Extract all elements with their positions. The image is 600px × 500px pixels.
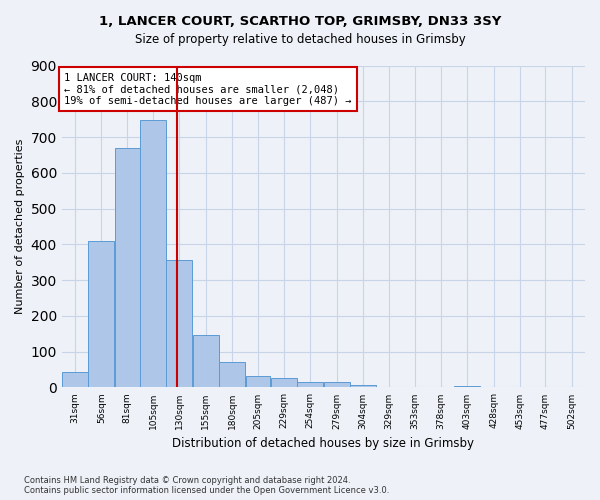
Bar [88,241,114,388]
Bar [193,335,219,388]
Bar [454,386,481,388]
Bar [297,382,323,388]
Bar [115,148,140,388]
Text: Contains HM Land Registry data © Crown copyright and database right 2024.
Contai: Contains HM Land Registry data © Crown c… [24,476,389,495]
Text: 1 LANCER COURT: 140sqm
← 81% of detached houses are smaller (2,048)
19% of semi-: 1 LANCER COURT: 140sqm ← 81% of detached… [64,72,352,106]
Bar [219,362,245,388]
Bar [323,382,350,388]
Text: 1, LANCER COURT, SCARTHO TOP, GRIMSBY, DN33 3SY: 1, LANCER COURT, SCARTHO TOP, GRIMSBY, D… [99,15,501,28]
Bar [62,372,88,388]
Text: Size of property relative to detached houses in Grimsby: Size of property relative to detached ho… [134,32,466,46]
Y-axis label: Number of detached properties: Number of detached properties [15,139,25,314]
Bar [245,376,271,388]
Bar [271,378,297,388]
Bar [166,260,193,388]
Bar [140,120,166,388]
X-axis label: Distribution of detached houses by size in Grimsby: Distribution of detached houses by size … [172,437,475,450]
Bar [350,384,376,388]
